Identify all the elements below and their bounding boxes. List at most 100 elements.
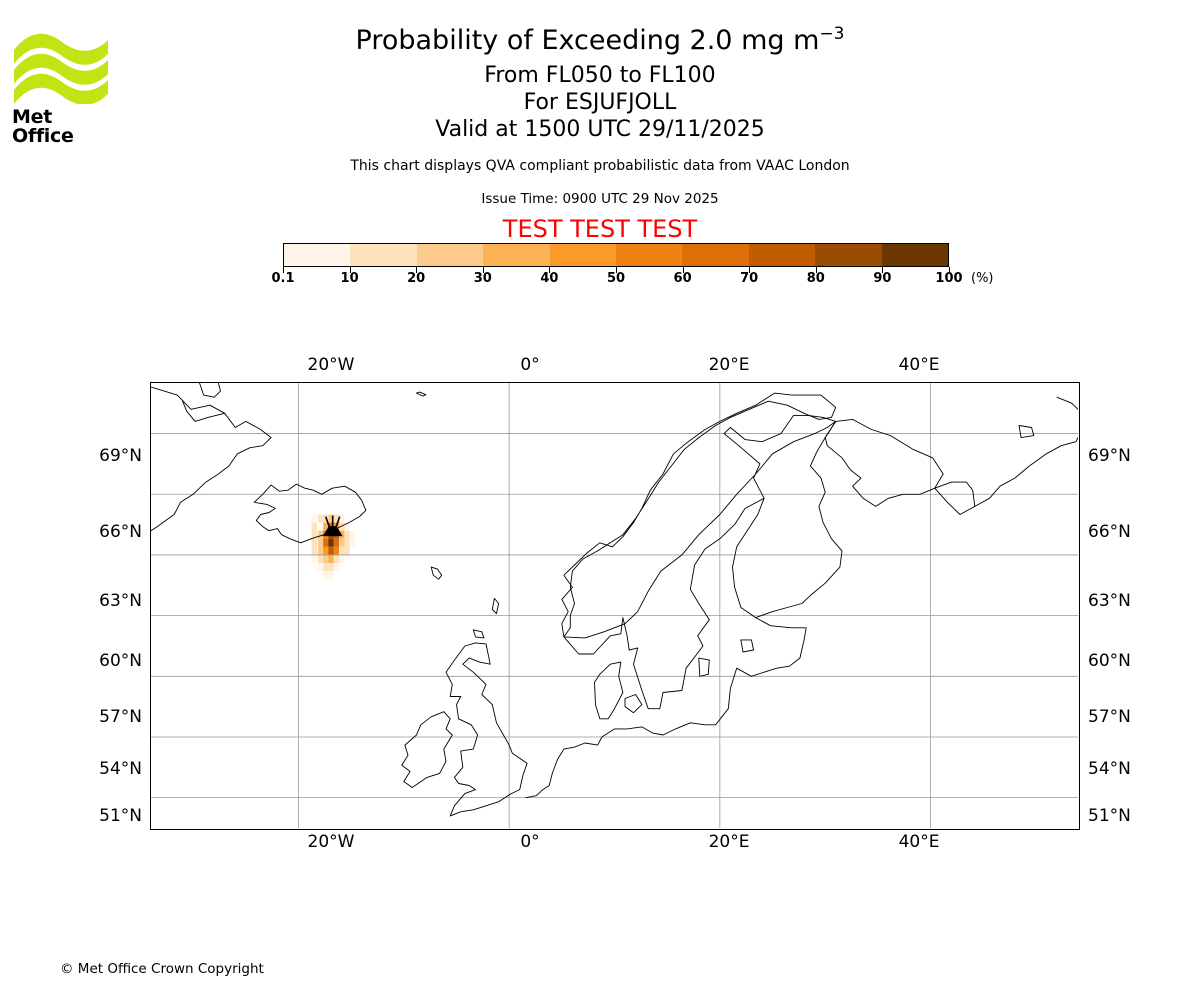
colorbar-segment-0: [284, 244, 351, 266]
plume-cell-9: [323, 538, 329, 547]
plume-cell-10: [328, 538, 334, 547]
colorbar-tick-30: [482, 267, 484, 273]
colorbar-segment-3: [483, 244, 550, 266]
logo-wave-band-3: [14, 73, 108, 105]
colorbar-segment-2: [416, 244, 484, 266]
colorbar-tick-label-100: 100: [935, 271, 963, 286]
plume-cell-17: [338, 546, 345, 555]
coastline-kolguyev: [1018, 425, 1035, 439]
volcano-name: For ESJUFJOLL: [523, 90, 677, 115]
plume-halo-cell-22: [328, 563, 334, 572]
colorbar-segment-4: [549, 244, 617, 266]
volcano-marker-icon: [322, 515, 343, 537]
qva-note: This chart displays QVA compliant probab…: [350, 158, 850, 174]
plume-halo-cell-5: [338, 514, 345, 523]
colorbar-tick-label-80: 80: [806, 271, 825, 286]
coastline-estonia-isl: [740, 639, 755, 653]
plume-halo-cell-21: [323, 563, 329, 572]
plume-halo-cell-12: [311, 538, 318, 547]
colorbar-gradient: [283, 243, 949, 267]
graticule-layer: [151, 383, 1078, 828]
coastline-greenland-east: [151, 386, 272, 532]
lon-label-top-40: 40°E: [898, 355, 940, 375]
colorbar-tick-labels: 0.1 10 20 30 40 50 60 70 80 90 100: [271, 270, 962, 288]
coastline-shetland: [491, 597, 500, 615]
plume-halo-cell-19: [338, 554, 345, 564]
plume-halo-cell-0: [311, 514, 318, 523]
lon-label-bottom-40: 40°E: [898, 832, 940, 852]
colorbar-segment-1: [350, 244, 417, 266]
lat-label-left-63: 63°N: [99, 591, 142, 611]
plume-halo-cell-7: [338, 522, 345, 531]
plume-halo-cell-8: [344, 522, 350, 531]
lat-label-right-54: 54°N: [1088, 759, 1131, 779]
lat-label-right-66: 66°N: [1088, 522, 1131, 542]
map-panel[interactable]: [150, 382, 1080, 830]
colorbar-tick-label-10: 10: [340, 271, 359, 286]
lat-label-right-51: 51°N: [1088, 806, 1131, 826]
plume-halo-cell-18: [317, 554, 324, 564]
plume-halo-cell-14: [349, 538, 355, 547]
plume-cell-15: [328, 546, 334, 555]
plume-halo-cell-11: [349, 530, 355, 539]
coastline-jan-mayen: [416, 391, 427, 397]
colorbar-segment-8: [815, 244, 882, 266]
colorbar-tick-label-50: 50: [606, 271, 626, 286]
lon-label-top-20: 20°E: [708, 355, 750, 375]
coastline-orkney: [472, 629, 485, 639]
colorbar-tick-label-60: 60: [673, 271, 692, 286]
colorbar-tick-label-20: 20: [407, 271, 426, 286]
plume-cell-16: [333, 546, 340, 555]
lat-label-left-57: 57°N: [99, 707, 142, 727]
coastline-norway-sweden: [563, 414, 837, 710]
plume-halo-cell-3: [328, 514, 334, 523]
coastline-novaya-s: [1056, 396, 1078, 410]
colorbar-tick-label-70: 70: [740, 271, 759, 286]
plume-cell-11: [333, 538, 340, 547]
colorbar-segment-9: [881, 244, 949, 266]
coastline-norway-coast: [561, 392, 837, 638]
page-title: Probability of Exceeding 2.0 mg m−3: [0, 24, 1200, 58]
lat-label-right-69: 69°N: [1088, 446, 1131, 466]
colorbar-ticks: [283, 267, 950, 274]
lat-label-right-60: 60°N: [1088, 651, 1131, 671]
lat-label-left-60: 60°N: [99, 651, 142, 671]
map-canvas: [151, 383, 1078, 828]
plume-cell-19: [328, 554, 334, 564]
coastline-arctic-russia: [974, 437, 1078, 507]
coastline-nl-de-coast: [525, 728, 615, 799]
plume-cell-0: [323, 522, 329, 531]
flight-level-range: From FL050 to FL100: [484, 63, 716, 88]
met-office-wave-icon: [14, 33, 108, 105]
coastline-baltic-gotland: [698, 657, 710, 677]
coastline-greenland-nub: [199, 383, 221, 398]
colorbar-tick-0.1: [283, 267, 284, 273]
lat-label-right-63: 63°N: [1088, 591, 1131, 611]
plume-halo-cell-24: [323, 571, 329, 580]
colorbar-tick-label-40: 40: [540, 271, 559, 286]
colorbar-segment-7: [748, 244, 816, 266]
lat-label-left-54: 54°N: [99, 759, 142, 779]
coastline-layer: [151, 383, 1078, 817]
colorbar-segment-6: [682, 244, 749, 266]
coastline-ireland: [401, 711, 453, 788]
plume-cell-12: [338, 538, 345, 547]
page-title-exponent: −3: [819, 24, 845, 44]
lat-label-left-66: 66°N: [99, 522, 142, 542]
colorbar-tick-label-30: 30: [473, 271, 492, 286]
plume-halo-cell-20: [317, 563, 324, 572]
plume-halo-cell-4: [333, 514, 340, 523]
colorbar-tick-10: [349, 267, 351, 273]
met-office-logo: Met Office: [12, 24, 110, 146]
ash-plume-layer: [311, 514, 355, 580]
colorbar-tick-70: [749, 267, 751, 273]
coastline-finland-border: [732, 420, 843, 619]
colorbar-segment-5: [616, 244, 683, 266]
plume-halo-cell-25: [328, 571, 334, 580]
lat-label-right-57: 57°N: [1088, 707, 1131, 727]
plume-cell-20: [333, 554, 340, 564]
copyright-notice: © Met Office Crown Copyright: [60, 961, 264, 977]
colorbar-tick-50: [616, 267, 617, 273]
plume-halo-cell-23: [333, 563, 340, 572]
plume-halo-cell-1: [317, 514, 324, 523]
